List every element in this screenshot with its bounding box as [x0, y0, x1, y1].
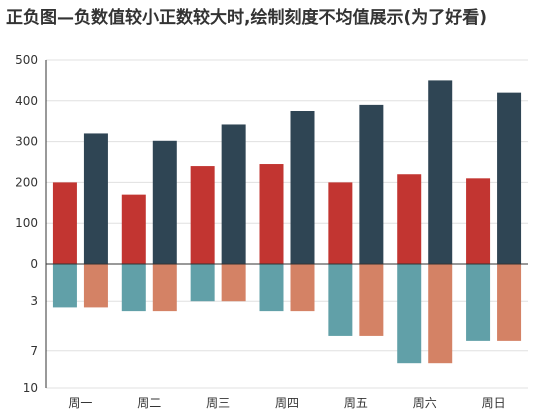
bar-series1-0 [52, 182, 77, 264]
y-tick-label: 7 [30, 344, 38, 358]
bar-series4-2 [221, 264, 246, 302]
bar-series2-0 [83, 133, 108, 264]
chart-title: 正负图—负数值较小正数较大时,绘制刻度不均值展示(为了好看) [6, 8, 487, 28]
bar-series4-5 [428, 264, 453, 364]
bar-series4-3 [290, 264, 315, 312]
bar-series3-2 [190, 264, 215, 302]
bar-series1-1 [121, 194, 146, 264]
bar-series3-1 [121, 264, 146, 312]
x-tick-label: 周四 [275, 396, 299, 410]
y-tick-label: 3 [30, 294, 38, 308]
x-tick-label: 周一 [68, 396, 92, 410]
bar-series2-2 [221, 124, 246, 265]
y-tick-label: 300 [15, 135, 38, 149]
bar-series3-0 [52, 264, 77, 308]
bar-series1-4 [328, 182, 353, 264]
y-tick-label: 500 [15, 53, 38, 67]
x-tick-label: 周五 [344, 396, 368, 410]
x-tick-label: 周二 [137, 396, 161, 410]
x-tick-label: 周三 [206, 396, 230, 410]
bar-series1-6 [466, 178, 491, 264]
bar-series4-0 [83, 264, 108, 308]
x-tick-label: 周六 [413, 396, 437, 410]
bar-series1-2 [190, 166, 215, 264]
y-tick-label: 0 [30, 257, 38, 271]
bar-series3-6 [466, 264, 491, 341]
bar-series4-1 [152, 264, 177, 312]
bar-series2-6 [497, 92, 522, 264]
bar-series3-4 [328, 264, 353, 336]
bar-series3-5 [397, 264, 422, 364]
bar-series2-4 [359, 104, 384, 264]
bar-series2-1 [152, 140, 177, 264]
y-tick-label: 100 [15, 216, 38, 230]
bar-series2-5 [428, 80, 453, 265]
bar-series3-3 [259, 264, 284, 312]
y-tick-label: 400 [15, 94, 38, 108]
bar-series4-4 [359, 264, 384, 336]
y-tick-label: 200 [15, 175, 38, 189]
bar-series4-6 [497, 264, 522, 341]
bar-series2-3 [290, 111, 315, 264]
bar-series1-5 [397, 174, 422, 264]
x-tick-label: 周日 [482, 396, 506, 410]
bar-series1-3 [259, 164, 284, 264]
y-tick-label: 10 [23, 381, 38, 395]
